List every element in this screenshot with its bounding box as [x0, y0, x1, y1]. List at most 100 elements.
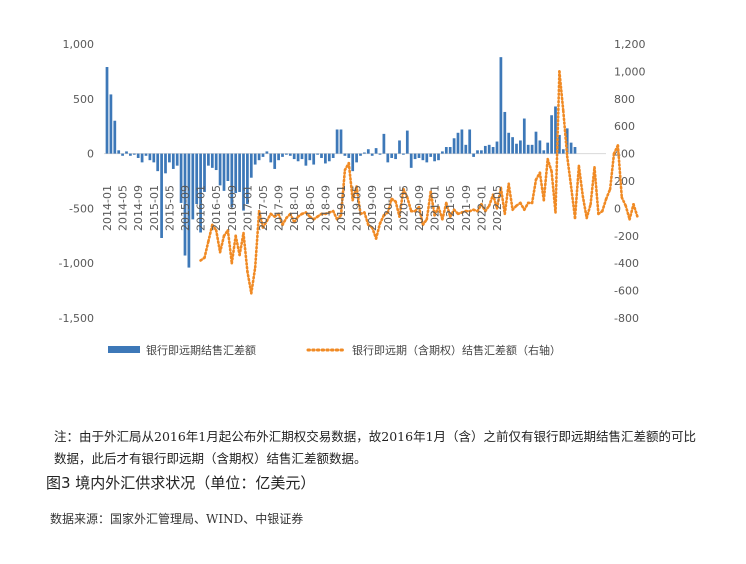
x-tick-label: 2022-05 — [491, 185, 504, 231]
bar — [105, 67, 109, 154]
x-tick-label: 2017-09 — [273, 185, 286, 231]
bar — [374, 148, 378, 154]
line-segment — [608, 152, 616, 191]
bar — [448, 147, 452, 154]
footnote: 注：由于外汇局从2016年1月起公布外汇期权交易数据，故2016年1月（含）之前… — [54, 429, 697, 466]
line-segment — [363, 211, 370, 227]
line-segment — [600, 197, 608, 213]
bar — [175, 153, 179, 166]
bar — [565, 128, 569, 154]
left-tick-label: -1,500 — [59, 312, 94, 325]
line-segment — [261, 219, 269, 229]
line-segment — [281, 216, 288, 227]
right-tick-label: -200 — [614, 230, 639, 243]
bar — [179, 153, 183, 203]
x-tick-label: 2014-05 — [117, 185, 130, 231]
right-tick-label: -400 — [614, 257, 639, 270]
data-source: 数据来源：国家外汇管理局、WIND、中银证券 — [50, 512, 304, 526]
bar — [160, 153, 163, 238]
line-segment — [628, 202, 635, 221]
line-segment — [632, 202, 639, 218]
x-tick-label: 2016-05 — [210, 185, 223, 231]
bar — [522, 118, 526, 154]
bar — [136, 153, 140, 158]
bar — [249, 153, 253, 178]
bar — [355, 153, 358, 163]
bar — [269, 153, 273, 163]
line-segment — [214, 229, 222, 254]
line-segment — [331, 209, 339, 221]
bar — [534, 131, 538, 154]
bar — [140, 153, 144, 163]
bar — [363, 152, 366, 154]
bar — [257, 153, 261, 161]
bar — [550, 115, 553, 154]
line-segment — [226, 229, 234, 265]
bar — [503, 111, 507, 154]
bar — [554, 106, 557, 154]
bar — [546, 142, 550, 154]
line-segment — [277, 212, 284, 227]
x-tick-label: 2020-01 — [382, 185, 395, 231]
line-segment — [355, 185, 362, 216]
bar — [261, 153, 265, 157]
bar — [148, 153, 152, 161]
bar — [573, 147, 577, 154]
x-tick-label: 2016-01 — [195, 185, 208, 231]
bar — [386, 153, 390, 163]
bar — [417, 153, 421, 158]
line-segment — [620, 196, 628, 207]
bar — [429, 153, 433, 157]
legend-label-line: 银行即远期（含期权）结售汇差额（右轴） — [352, 343, 561, 357]
bar — [238, 153, 241, 192]
bar — [292, 153, 296, 160]
bar — [171, 153, 175, 169]
bar — [483, 145, 487, 154]
bar — [499, 57, 503, 154]
line-segment — [405, 196, 413, 213]
bar — [421, 153, 425, 161]
bar — [121, 153, 124, 156]
bar — [507, 132, 511, 154]
x-tick-label: 2022-01 — [475, 185, 488, 231]
bar — [164, 153, 167, 174]
bar — [191, 153, 195, 220]
bar — [132, 153, 136, 155]
line-segment — [253, 209, 261, 269]
bar — [456, 132, 460, 154]
bar — [222, 153, 226, 191]
bar — [246, 153, 249, 205]
line-segment — [207, 223, 214, 243]
bar — [359, 153, 362, 156]
left-axis-ticks: 1,000 500 0 -500 -1,000 -1,500 — [59, 38, 94, 325]
line-segment — [398, 187, 405, 218]
line-segment — [386, 197, 394, 214]
right-tick-label: 1,200 — [614, 38, 646, 51]
right-tick-label: 800 — [614, 93, 635, 106]
bar — [300, 153, 304, 160]
left-tick-label: -500 — [69, 202, 94, 215]
line-segment — [585, 202, 592, 220]
line-segment — [589, 166, 596, 206]
line-segment — [507, 182, 514, 212]
bar — [561, 149, 565, 154]
bar — [288, 153, 292, 156]
bar — [113, 120, 117, 154]
bar — [495, 141, 499, 154]
x-axis-ticks: 2014-01 2014-05 2014-09 2015-01 2015-05 2015-… — [101, 185, 504, 231]
x-tick-label: 2015-01 — [148, 185, 161, 231]
left-tick-label: 1,000 — [63, 38, 95, 51]
bar — [526, 144, 530, 154]
line-segment — [417, 205, 425, 227]
bar — [425, 153, 429, 163]
bar — [464, 144, 468, 154]
bar — [339, 129, 343, 154]
bar — [491, 147, 495, 154]
line-segment — [429, 190, 436, 217]
line-segment — [554, 70, 561, 214]
left-tick-label: 500 — [73, 93, 94, 106]
legend: 银行即远期结售汇差额 银行即远期（含期权）结售汇差额（右轴） — [108, 343, 561, 357]
x-tick-label: 2014-01 — [101, 185, 114, 231]
bar — [347, 153, 351, 158]
chart-svg: 1,000 500 0 -500 -1,000 -1,500 1,200 1,000 800 6… — [59, 38, 646, 357]
